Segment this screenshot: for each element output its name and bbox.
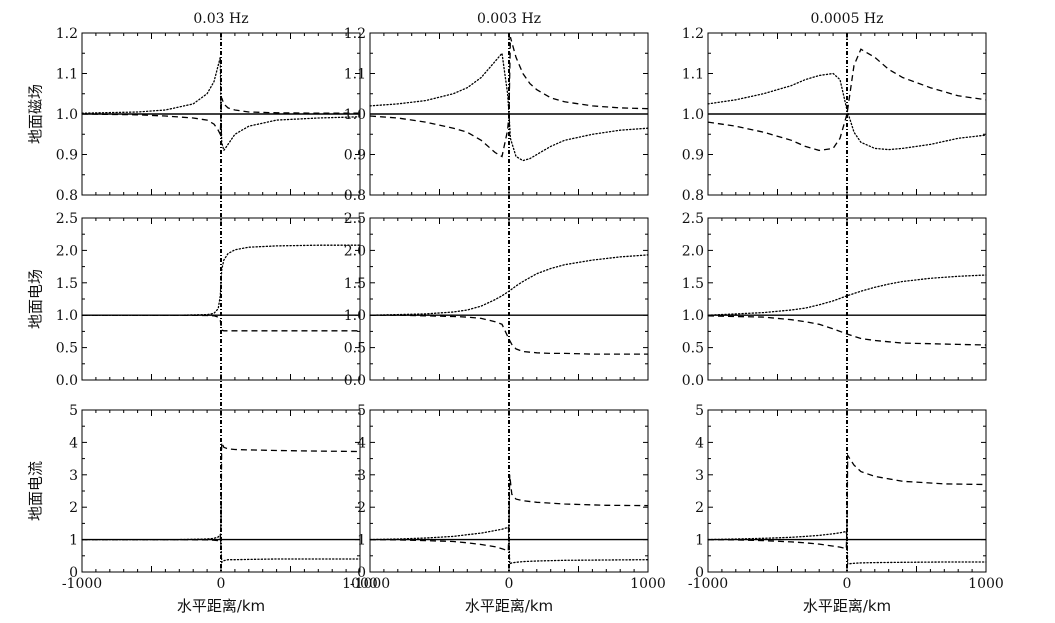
y-tick-label: 1.5 — [682, 276, 704, 292]
x-tick-label: 0 — [843, 576, 852, 592]
y-tick-label: 0.8 — [344, 188, 366, 204]
y-tick-label: 2.0 — [344, 243, 366, 259]
y-tick-label: 1.1 — [56, 67, 78, 83]
y-tick-label: 0.9 — [682, 148, 704, 164]
x-tick-label: 0 — [505, 576, 514, 592]
row-title: 地面磁场 — [27, 84, 45, 144]
y-tick-label: 0.0 — [344, 373, 366, 389]
x-tick-label: 1000 — [968, 576, 1004, 592]
series-dashed — [707, 48, 987, 152]
y-tick-label: 2.5 — [682, 211, 704, 227]
series-dotted — [707, 530, 987, 565]
y-tick-label: 0 — [695, 565, 704, 581]
y-tick-label: 1.5 — [56, 276, 78, 292]
y-tick-label: 1.1 — [682, 67, 704, 83]
y-tick-label: 3 — [69, 468, 78, 484]
y-tick-label: 0.9 — [56, 148, 78, 164]
y-tick-label: 2.5 — [56, 211, 78, 227]
y-tick-label: 1.0 — [344, 107, 366, 123]
row-title: 地面电流 — [27, 461, 45, 521]
y-tick-label: 3 — [357, 468, 366, 484]
column-title: 0.003 Hz — [477, 11, 541, 27]
y-tick-label: 5 — [357, 403, 366, 419]
y-tick-label: 2.5 — [344, 211, 366, 227]
y-tick-label: 0.8 — [56, 188, 78, 204]
y-tick-label: 0.5 — [682, 341, 704, 357]
y-tick-label: 2 — [69, 500, 78, 516]
y-tick-label: 0.8 — [682, 188, 704, 204]
y-tick-label: 2 — [695, 500, 704, 516]
y-tick-label: 0.0 — [682, 373, 704, 389]
y-tick-label: 1.0 — [682, 308, 704, 324]
y-tick-label: 4 — [695, 435, 704, 451]
y-tick-label: 1.0 — [56, 308, 78, 324]
y-tick-label: 1.5 — [344, 276, 366, 292]
x-tick-label: -1000 — [350, 576, 390, 592]
y-tick-label: 0.0 — [56, 373, 78, 389]
y-tick-label: 2.0 — [682, 243, 704, 259]
x-tick-label: -1000 — [688, 576, 728, 592]
y-tick-label: 0.5 — [56, 341, 78, 357]
y-tick-label: 1.2 — [344, 26, 366, 42]
x-tick-label: 1000 — [630, 576, 666, 592]
y-tick-label: 1.0 — [344, 308, 366, 324]
y-tick-label: 1 — [69, 533, 78, 549]
series-dotted — [81, 533, 361, 564]
x-axis-title: 水平距离/km — [465, 597, 553, 615]
y-tick-label: 1.0 — [56, 107, 78, 123]
y-tick-label: 0.5 — [344, 341, 366, 357]
y-tick-label: 1.0 — [682, 107, 704, 123]
y-tick-label: 2 — [357, 500, 366, 516]
y-tick-label: 2.0 — [56, 243, 78, 259]
x-axis-title: 水平距离/km — [803, 597, 891, 615]
y-tick-label: 1 — [357, 533, 366, 549]
y-tick-label: 0.9 — [344, 148, 366, 164]
y-tick-label: 0 — [69, 565, 78, 581]
y-tick-label: 0 — [357, 565, 366, 581]
y-tick-label: 1.1 — [344, 67, 366, 83]
y-tick-label: 5 — [69, 403, 78, 419]
y-tick-label: 1.2 — [56, 26, 78, 42]
series-dashed — [707, 453, 987, 550]
series-dotted — [369, 526, 649, 565]
series-dashed — [82, 442, 361, 543]
x-tick-label: 0 — [217, 576, 226, 592]
y-tick-label: 4 — [69, 435, 78, 451]
y-tick-label: 1 — [695, 533, 704, 549]
x-tick-label: 1000 — [342, 576, 378, 592]
series-dashed — [370, 314, 648, 355]
y-tick-label: 4 — [357, 435, 366, 451]
y-tick-label: 1.2 — [682, 26, 704, 42]
x-tick-label: -1000 — [62, 576, 102, 592]
x-axis-title: 水平距离/km — [177, 597, 265, 615]
column-title: 0.03 Hz — [193, 11, 248, 27]
series-dashed — [82, 314, 360, 332]
y-tick-label: 3 — [695, 468, 704, 484]
row-title: 地面电场 — [27, 269, 45, 329]
y-tick-label: 5 — [695, 403, 704, 419]
column-title: 0.0005 Hz — [810, 11, 883, 27]
